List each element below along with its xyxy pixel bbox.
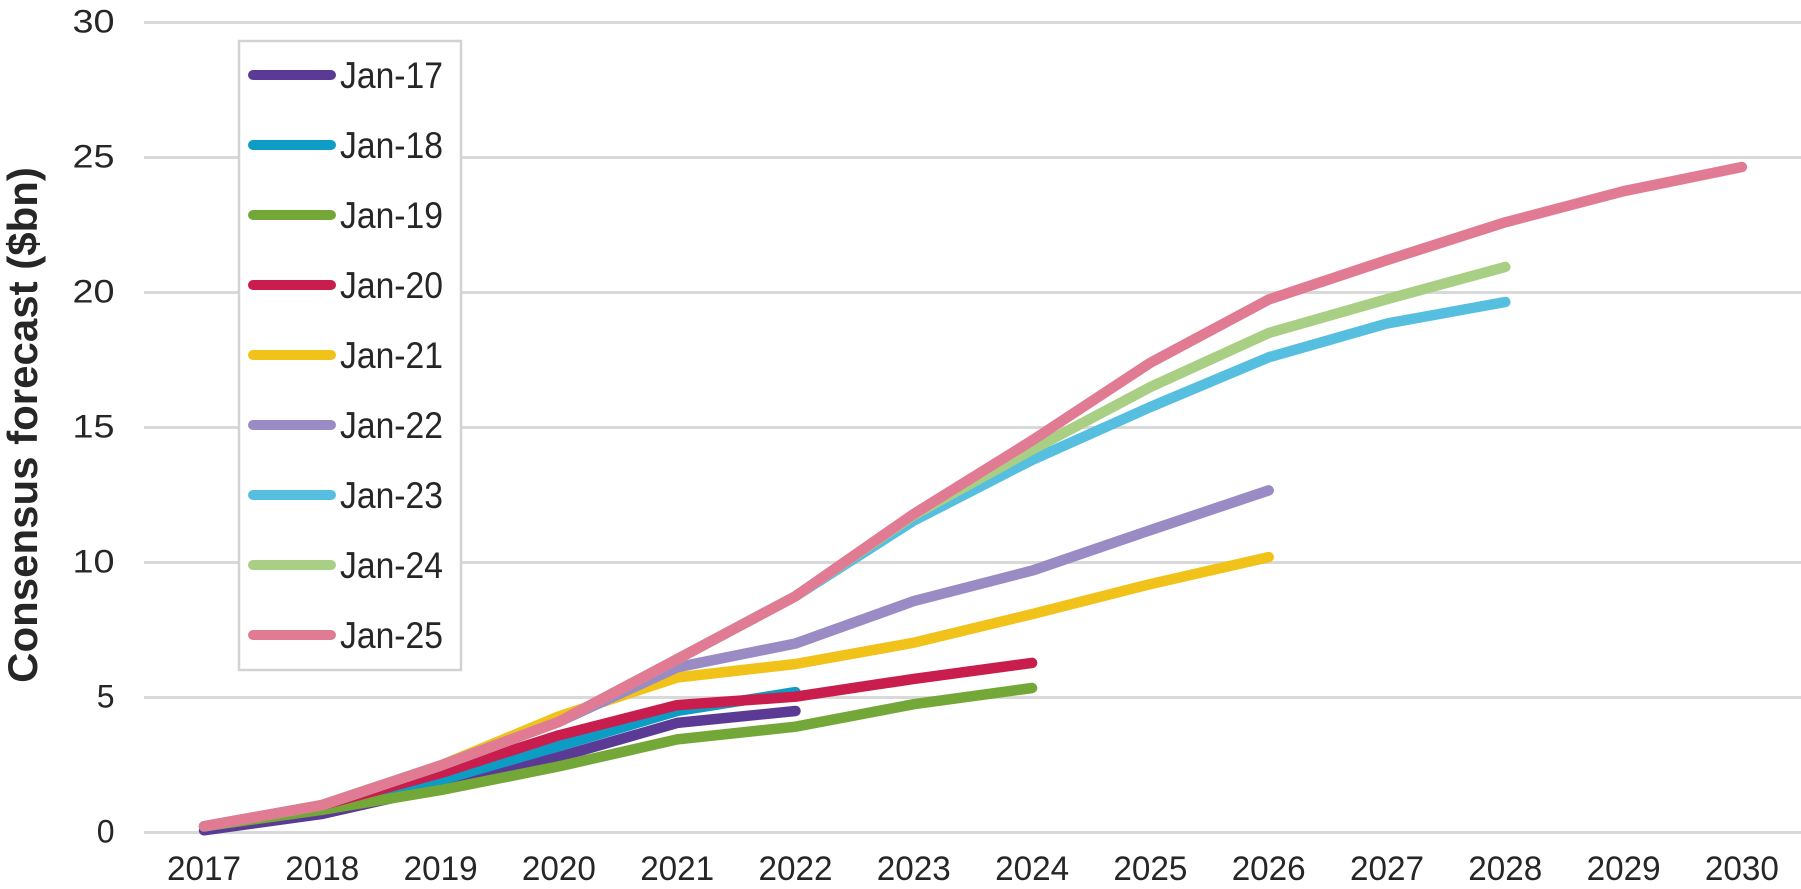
svg-text:Jan-17: Jan-17 [340,55,443,96]
svg-text:30: 30 [73,4,115,40]
svg-text:Jan-25: Jan-25 [340,615,443,656]
svg-text:Jan-19: Jan-19 [340,195,443,236]
svg-text:2023: 2023 [877,850,951,888]
svg-text:15: 15 [73,409,115,445]
svg-text:2021: 2021 [640,850,714,888]
svg-text:2019: 2019 [404,850,478,888]
svg-text:Jan-24: Jan-24 [340,545,443,586]
svg-text:2026: 2026 [1232,850,1306,888]
svg-text:10: 10 [73,544,115,580]
svg-text:25: 25 [73,139,115,175]
svg-text:2027: 2027 [1350,850,1424,888]
svg-text:2017: 2017 [167,850,241,888]
svg-text:2025: 2025 [1113,850,1187,888]
svg-text:Jan-20: Jan-20 [340,265,443,306]
svg-text:2020: 2020 [522,850,596,888]
svg-text:Jan-22: Jan-22 [340,405,443,446]
svg-text:0: 0 [97,814,115,850]
svg-text:Jan-23: Jan-23 [340,475,443,516]
svg-text:2018: 2018 [285,850,359,888]
svg-text:2028: 2028 [1468,850,1542,888]
svg-text:2024: 2024 [995,850,1069,888]
svg-text:5: 5 [97,679,115,715]
svg-text:2030: 2030 [1705,850,1779,888]
svg-text:2022: 2022 [759,850,833,888]
svg-text:Jan-21: Jan-21 [340,335,443,376]
svg-text:Jan-18: Jan-18 [340,125,443,166]
svg-text:20: 20 [73,274,115,310]
svg-text:Consensus forecast ($bn): Consensus forecast ($bn) [0,167,46,683]
svg-text:2029: 2029 [1587,850,1661,888]
